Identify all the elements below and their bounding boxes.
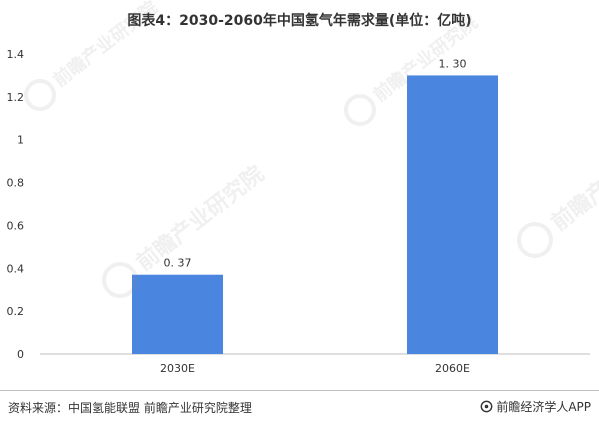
brand: 前瞻经济学人APP: [480, 398, 591, 415]
bar: [407, 75, 498, 354]
y-tick-label: 1: [17, 134, 24, 147]
y-tick-label: 1.4: [7, 48, 25, 61]
qianzhan-logo-icon: [480, 400, 493, 413]
y-tick-label: 0.4: [7, 262, 25, 275]
x-tick-label: 2030E: [160, 362, 195, 375]
data-label: 0. 37: [164, 257, 192, 270]
source-text: 资料来源：中国氢能联盟 前瞻产业研究院整理: [8, 401, 252, 415]
y-tick-label: 1.2: [7, 91, 25, 104]
chart-title: 图表4：2030-2060年中国氢气年需求量(单位：亿吨): [127, 13, 472, 29]
y-tick-label: 0.6: [7, 219, 25, 232]
y-tick-label: 0.8: [7, 177, 25, 190]
x-tick-label: 2060E: [435, 362, 470, 375]
y-tick-label: 0: [17, 348, 24, 361]
brand-label: 前瞻经济学人APP: [496, 400, 591, 414]
data-label: 1. 30: [439, 57, 467, 70]
bar: [132, 274, 223, 354]
footer: 资料来源：中国氢能联盟 前瞻产业研究院整理 前瞻经济学人APP: [0, 390, 599, 421]
y-tick-label: 0.2: [7, 305, 25, 318]
